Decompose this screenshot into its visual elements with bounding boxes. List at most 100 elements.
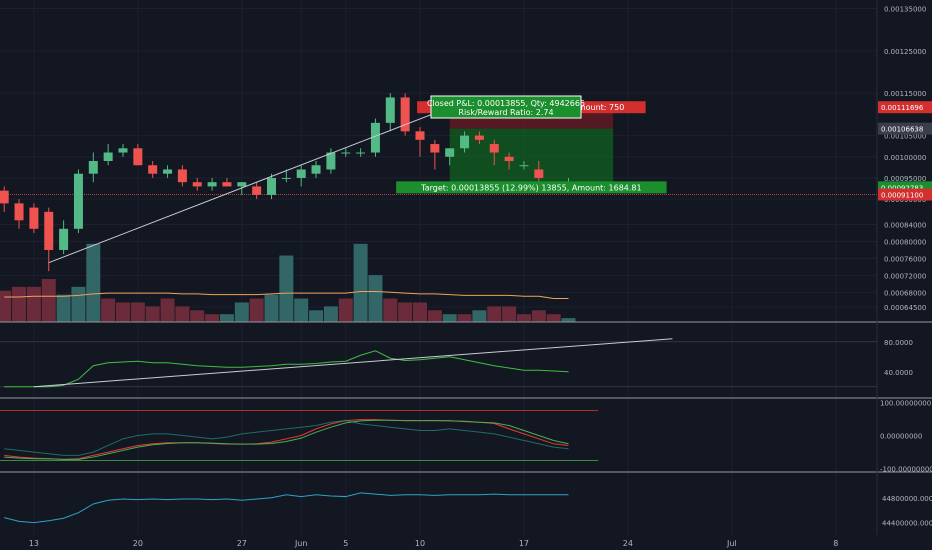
- price-tag: [878, 122, 932, 135]
- volume-bar: [205, 314, 220, 322]
- volume-bar: [487, 306, 502, 322]
- candle-body: [44, 211, 54, 250]
- volume-bar: [12, 286, 27, 322]
- x-tick-label: 20: [133, 539, 143, 548]
- candle-body: [237, 182, 247, 187]
- y-tick-label: 0.00064500: [884, 304, 926, 312]
- candle-body: [148, 165, 158, 174]
- volume-bar: [175, 306, 190, 322]
- pnl-label: Closed P&L: 0.00013855, Qty: 4942665Risk…: [427, 95, 585, 119]
- candle-body: [296, 169, 306, 178]
- target-label: Target: 0.00013855 (12.99%) 13855, Amoun…: [396, 181, 667, 194]
- candle-body: [267, 177, 276, 195]
- candle-body: [192, 182, 202, 187]
- volume-bar: [294, 298, 309, 322]
- volume-bar: [71, 286, 86, 322]
- volume-bar: [56, 294, 71, 322]
- price-trendline: [48, 101, 465, 264]
- bottom-tick-label: 44400000.0000: [882, 520, 932, 528]
- volume-bar: [279, 255, 294, 322]
- volume-ma-line: [4, 291, 569, 300]
- candle-body: [73, 173, 83, 229]
- candle-body: [118, 148, 128, 153]
- volume-bar: [323, 306, 338, 322]
- candle-body: [207, 182, 217, 187]
- candle-body: [103, 152, 113, 161]
- candle-body: [519, 165, 529, 167]
- volume-bar: [160, 298, 175, 322]
- candle-body: [474, 135, 484, 140]
- volume-bar: [101, 298, 116, 322]
- candle-body: [14, 203, 24, 221]
- candle-body: [415, 131, 425, 140]
- pnl-text: Closed P&L: 0.00013855, Qty: 4942665: [427, 99, 585, 108]
- volume-bar: [26, 286, 41, 322]
- x-tick-label: 17: [519, 539, 529, 548]
- candle-body: [326, 152, 336, 170]
- volume-bar: [531, 310, 546, 322]
- bottom-indicator-line: [4, 492, 569, 524]
- volume-bar: [0, 290, 12, 322]
- volume-bar: [561, 318, 576, 322]
- candle-body: [400, 97, 410, 132]
- x-tick-label: 5: [343, 539, 348, 548]
- y-tick-label: 0.00135000: [884, 5, 926, 13]
- y-tick-label: 0.00072000: [884, 272, 926, 280]
- volume-bar: [249, 298, 264, 322]
- volume-bar: [116, 302, 130, 322]
- volume-bar: [338, 298, 353, 322]
- volume-bar: [398, 302, 413, 322]
- volume-bar: [383, 298, 398, 322]
- y-tick-label: 0.00080000: [884, 239, 926, 247]
- osc-tick-label: -100.00000000: [880, 466, 932, 474]
- osc-tick-label: 0.00000000: [880, 433, 922, 441]
- volume-bar: [427, 310, 442, 322]
- candle-body: [0, 190, 9, 204]
- candle-body: [133, 148, 143, 166]
- candle-body: [177, 169, 187, 183]
- x-tick-label: 13: [29, 539, 39, 548]
- volume-bar: [41, 279, 56, 322]
- y-tick-label: 0.00115000: [884, 90, 926, 98]
- price-tag: [878, 188, 932, 201]
- x-tick-label: 27: [237, 539, 247, 548]
- volume-bar: [309, 310, 324, 322]
- x-tick-label: 10: [415, 539, 425, 548]
- y-tick-label: 0.00125000: [884, 48, 926, 56]
- volume-bar: [145, 306, 160, 322]
- volume-bar: [516, 314, 531, 322]
- price-tag-label: 0.00111696: [881, 104, 924, 112]
- y-tick-label: 0.00095000: [884, 175, 926, 183]
- candle-body: [356, 152, 366, 154]
- volume-bar: [472, 310, 487, 322]
- candle-body: [163, 169, 173, 174]
- candle-body: [88, 161, 98, 174]
- oscillator-line: [4, 420, 569, 456]
- osc-tick-label: 100.00000000: [880, 399, 931, 407]
- volume-bar: [190, 310, 205, 322]
- volume-bar: [413, 302, 427, 322]
- candle-body: [460, 135, 470, 149]
- x-tick-label: Jul: [726, 539, 737, 548]
- candle-body: [370, 122, 380, 153]
- ratio-text: Risk/Reward Ratio: 2.74: [458, 108, 553, 117]
- candle-body: [59, 228, 69, 250]
- price-tag: [878, 101, 932, 114]
- candle-body: [504, 156, 514, 161]
- volume-bar: [457, 314, 472, 322]
- candle-body: [281, 177, 291, 179]
- price-tag-label: 0.00091100: [881, 191, 923, 199]
- candle-body: [311, 165, 321, 174]
- volume-bar: [442, 314, 457, 322]
- candle-body: [341, 152, 351, 154]
- price-tag-label: 0.00092783: [881, 184, 923, 192]
- volume-bar: [353, 243, 368, 322]
- rsi-tick-label: 80.0000: [884, 339, 913, 347]
- x-tick-label: 8: [833, 539, 838, 548]
- x-tick-label: 24: [623, 539, 633, 548]
- candle-body: [252, 186, 262, 195]
- y-tick-label: 0.00084000: [884, 222, 926, 230]
- y-tick-label: 0.00100000: [884, 154, 926, 162]
